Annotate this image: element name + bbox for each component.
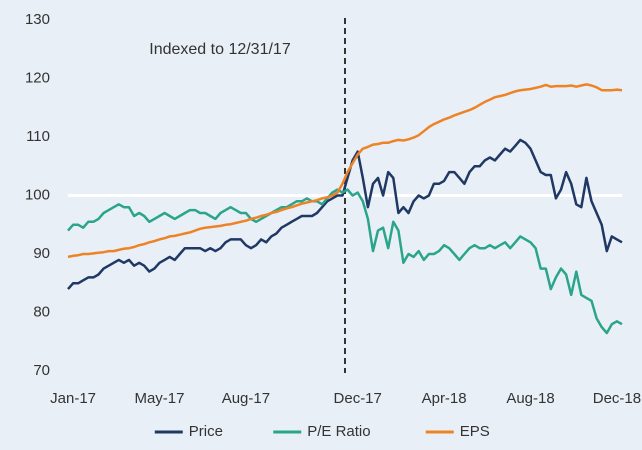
series-line [67,83,623,259]
x-tick-label: Aug-17 [222,390,270,407]
legend-label: EPS [460,423,490,440]
x-tick-label: Dec-18 [593,390,641,407]
legend-label: P/E Ratio [307,423,370,440]
x-tick-label: Jan-17 [50,390,96,407]
y-tick-label: 120 [25,69,50,86]
y-tick-label: 100 [25,186,50,203]
legend-label: Price [189,423,223,440]
y-tick-label: 80 [33,303,50,320]
x-tick-label: Apr-18 [422,390,467,407]
x-tick-label: May-17 [134,390,184,407]
x-tick-label: Dec-17 [334,390,382,407]
series-line [67,138,623,290]
y-tick-label: 130 [25,11,50,28]
x-tick-label: Aug-18 [506,390,554,407]
y-tick-label: 70 [33,362,50,379]
annotation: Indexed to 12/31/17 [149,41,291,58]
series-line [67,188,623,335]
y-tick-label: 110 [26,128,50,145]
y-tick-label: 90 [33,245,50,262]
